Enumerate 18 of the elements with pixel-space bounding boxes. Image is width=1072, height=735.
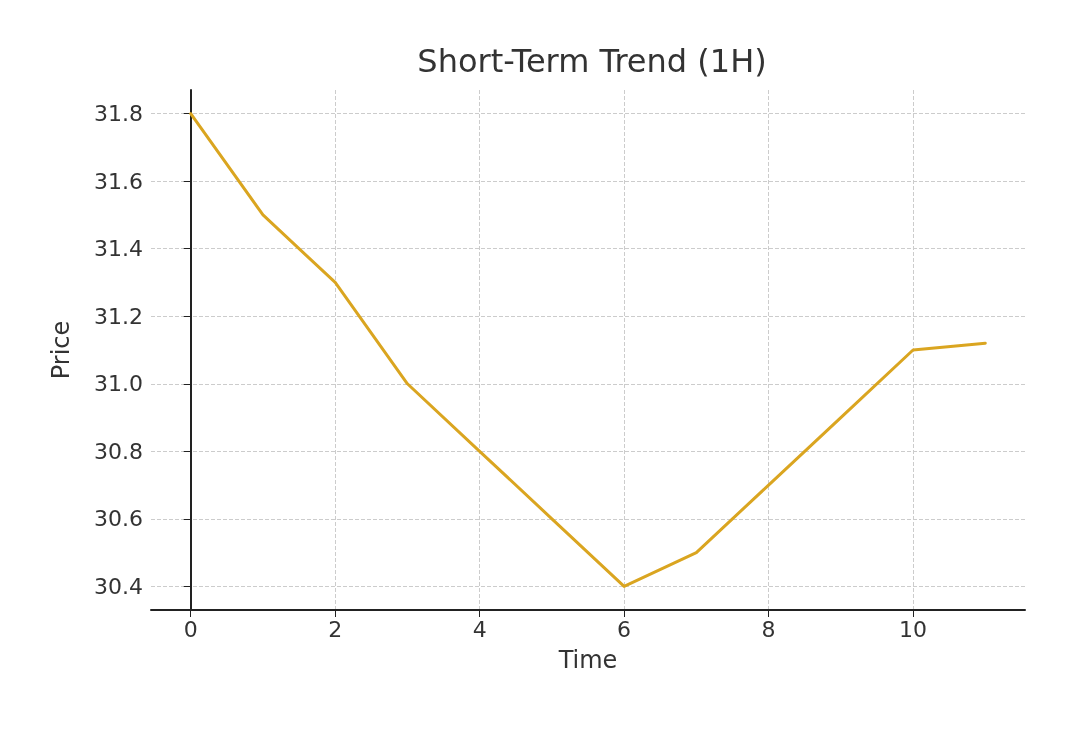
- x-tick-label: 2: [328, 616, 343, 642]
- y-tick-label: 31.2: [94, 303, 143, 329]
- x-tick-label: 4: [472, 616, 487, 642]
- y-tick-label: 30.4: [94, 573, 143, 599]
- x-tick-label: 0: [183, 616, 198, 642]
- y-tick-label: 30.8: [94, 438, 143, 464]
- x-tick-label: 8: [761, 616, 776, 642]
- y-tick-label: 31.0: [94, 371, 143, 397]
- y-tick-label: 30.6: [94, 506, 143, 532]
- chart-title: Short-Term Trend (1H): [417, 42, 767, 80]
- line-series: [189, 112, 987, 588]
- x-tick-label: 10: [899, 616, 928, 642]
- y-axis-title: Price: [47, 320, 75, 380]
- x-axis-title: Time: [557, 646, 618, 674]
- y-tick-label: 31.6: [94, 168, 143, 194]
- y-tick-label: 31.4: [94, 236, 143, 262]
- y-tick-label: 31.8: [94, 101, 143, 127]
- x-tick-label: 6: [617, 616, 632, 642]
